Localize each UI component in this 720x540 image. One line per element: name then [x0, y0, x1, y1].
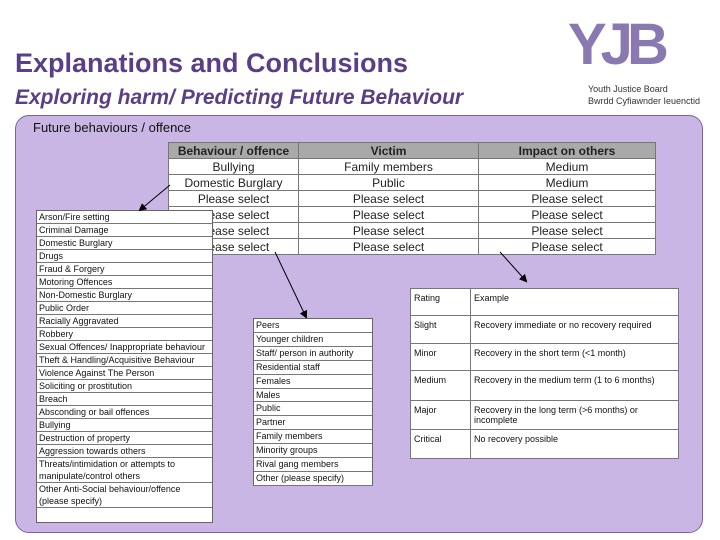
table-cell: Please select: [298, 206, 479, 223]
offence-item: Threats/intimidation or attempts to mani…: [37, 458, 212, 483]
column-header: Rating: [410, 288, 471, 316]
victim-item: Minority groups: [254, 444, 372, 459]
logo-text: Bwrdd Cyfiawnder Ieuenctid: [588, 96, 701, 106]
table-cell: Please select: [298, 238, 479, 255]
victim-list: Peers Younger children Staff/ person in au…: [253, 318, 373, 486]
table-cell: Please select: [298, 222, 479, 239]
offence-item: Other Anti-Social behaviour/offence (ple…: [37, 483, 212, 508]
header-row: Rating Example: [410, 288, 679, 316]
column-header: Victim: [298, 142, 479, 159]
table-cell: Bullying: [168, 158, 299, 175]
offence-item: Public Order: [37, 302, 212, 315]
rating-cell: No recovery possible: [470, 429, 679, 459]
offence-item: Breach: [37, 393, 212, 406]
table-cell: Please select: [298, 190, 479, 207]
offence-item: Absconding or bail offences: [37, 406, 212, 419]
victim-item: Males: [254, 389, 372, 403]
rating-row: Medium Recovery in the medium term (1 to …: [410, 370, 679, 401]
offence-item: Domestic Burglary: [37, 237, 212, 250]
victim-item: Females: [254, 375, 372, 389]
rating-row: Slight Recovery immediate or no recovery …: [410, 315, 679, 344]
offence-item: Drugs: [37, 250, 212, 263]
offence-item: Bullying: [37, 419, 212, 432]
rating-cell: Slight: [410, 315, 471, 344]
title: Explanations and Conclusions: [15, 48, 409, 78]
offence-item: Theft & Handling/Acquisitive Behaviour: [37, 354, 212, 367]
table-cell: Medium: [478, 158, 656, 175]
table-cell: Please select: [478, 222, 656, 239]
offence-item: Violence Against The Person: [37, 367, 212, 380]
rating-cell: Critical: [410, 429, 471, 459]
subtitle: Exploring harm/ Predicting Future Behavi…: [15, 86, 464, 109]
rating-cell: Minor: [410, 343, 471, 371]
victim-item: Residential staff: [254, 361, 372, 375]
rating-row: Major Recovery in the long term (>6 month…: [410, 400, 679, 430]
table-cell: Family members: [298, 158, 479, 175]
column-header: Behaviour / offence: [168, 142, 299, 159]
table-cell: Please select: [168, 190, 299, 207]
panel-label: Future behaviours / offence: [33, 120, 192, 135]
logo-mark: YJB: [568, 12, 669, 77]
table-cell: Please select: [478, 190, 656, 207]
rating-row: Critical No recovery possible: [410, 429, 679, 459]
offence-list: Arson/Fire setting Criminal Damage Domesti…: [36, 210, 213, 523]
table-cell: Please select: [478, 238, 656, 255]
offence-item: Sexual Offences/ Inappropriate behaviour: [37, 341, 212, 354]
offence-item: Aggression towards others: [37, 445, 212, 458]
table-cell: Please select: [478, 206, 656, 223]
victim-item: Partner: [254, 416, 372, 431]
table-row: Please select Please select Please select: [168, 206, 656, 223]
rating-cell: Medium: [410, 370, 471, 401]
rating-cell: Recovery in the long term (>6 months) or…: [470, 400, 679, 430]
rating-table: Rating Example Slight Recovery immediate or…: [410, 288, 679, 459]
victim-item: Younger children: [254, 333, 372, 347]
victim-item: Family members: [254, 430, 372, 445]
table-row: Domestic Burglary Public Medium: [168, 174, 656, 191]
victim-item: Peers: [254, 319, 372, 333]
table-row: Please select Please select Please select: [168, 190, 656, 207]
header-row: Behaviour / offence Victim Impact on other…: [168, 142, 656, 159]
table-row: Please select Please select Please select: [168, 222, 656, 239]
offence-item: Motoring Offences: [37, 276, 212, 289]
behaviour-table: Behaviour / offence Victim Impact on other…: [168, 142, 656, 255]
offence-item: Arson/Fire setting: [37, 211, 212, 224]
victim-item: Rival gang members: [254, 458, 372, 472]
table-row: Please select Please select Please select: [168, 238, 656, 255]
table-cell: Public: [298, 174, 479, 191]
offence-item: Destruction of property: [37, 432, 212, 445]
victim-item: Public: [254, 402, 372, 417]
offence-item: Racially Aggravated: [37, 315, 212, 328]
table-row: Bullying Family members Medium: [168, 158, 656, 175]
rating-cell: Recovery immediate or no recovery requir…: [470, 315, 679, 344]
column-header: Impact on others: [478, 142, 656, 159]
offence-item: Criminal Damage: [37, 224, 212, 237]
rating-cell: Recovery in the medium term (1 to 6 mont…: [470, 370, 679, 401]
column-header: Example: [470, 288, 679, 316]
offence-item: Robbery: [37, 328, 212, 341]
rating-cell: Major: [410, 400, 471, 430]
victim-item: Staff/ person in authority: [254, 347, 372, 361]
table-cell: Medium: [478, 174, 656, 191]
logo-text: Youth Justice Board: [588, 84, 668, 94]
offence-item: Non-Domestic Burglary: [37, 289, 212, 302]
victim-item: Other (please specify): [254, 472, 372, 486]
offence-item: Soliciting or prostitution: [37, 380, 212, 393]
rating-cell: Recovery in the short term (<1 month): [470, 343, 679, 371]
rating-row: Minor Recovery in the short term (<1 mont…: [410, 343, 679, 371]
offence-item: Fraud & Forgery: [37, 263, 212, 276]
table-cell: Domestic Burglary: [168, 174, 299, 191]
